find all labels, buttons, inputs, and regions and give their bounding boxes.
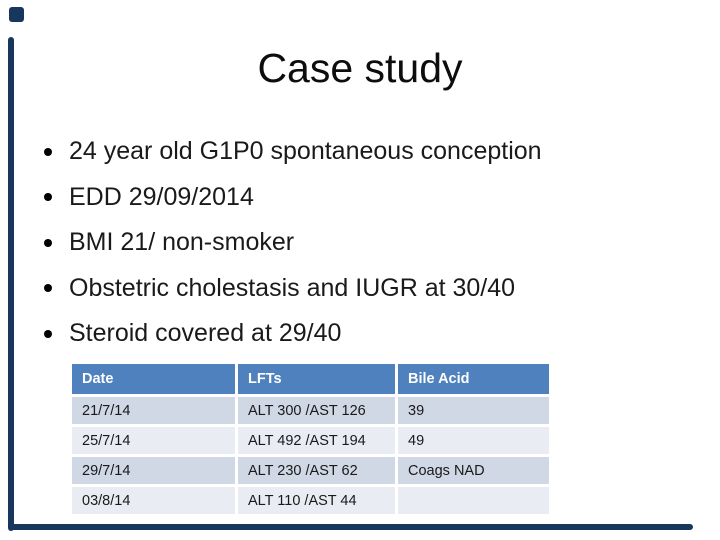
cell-date: 03/8/14 [69,484,238,517]
cell-bile-acid [395,484,552,517]
bullet-item: BMI 21/ non-smoker [44,220,684,266]
cell-lfts: ALT 300 /AST 126 [235,394,398,427]
bullet-item: Steroid covered at 29/40 [44,311,684,357]
left-border-accent [8,37,14,531]
cell-bile-acid: 39 [395,394,552,427]
cell-lfts: ALT 110 /AST 44 [235,484,398,517]
table-row: 25/7/14 ALT 492 /AST 194 49 [69,424,552,457]
table-row: 21/7/14 ALT 300 /AST 126 39 [69,394,552,427]
slide-title: Case study [257,45,463,91]
table-header-row: Date LFTs Bile Acid [69,361,552,397]
bullet-text: Obstetric cholestasis and IUGR at 30/40 [69,273,516,302]
cell-bile-acid: 49 [395,424,552,457]
header-cell-lfts: LFTs [235,361,398,397]
bullet-icon [44,284,52,293]
header-cell-date: Date [69,361,238,397]
bullet-text: 24 year old G1P0 spontaneous conception [69,137,542,166]
table-row: 03/8/14 ALT 110 /AST 44 [69,484,552,517]
cell-bile-acid: Coags NAD [395,454,552,487]
cell-date: 29/7/14 [69,454,238,487]
bullet-text: Steroid covered at 29/40 [69,319,342,348]
bullet-icon [44,238,52,247]
bullet-text: EDD 29/09/2014 [69,182,254,211]
bottom-border-accent [8,524,693,530]
bullet-text: BMI 21/ non-smoker [69,228,295,257]
cell-date: 25/7/14 [69,424,238,457]
bullet-list: 24 year old G1P0 spontaneous conception … [44,129,684,357]
bullet-item: Obstetric cholestasis and IUGR at 30/40 [44,266,684,312]
header-cell-bile-acid: Bile Acid [395,361,552,397]
table-row: 29/7/14 ALT 230 /AST 62 Coags NAD [69,454,552,487]
lft-results-table: Date LFTs Bile Acid 21/7/14 ALT 300 /AST… [69,361,552,517]
corner-accent-square [9,7,24,22]
bullet-icon [44,329,52,338]
bullet-icon [44,193,52,202]
cell-lfts: ALT 230 /AST 62 [235,454,398,487]
bullet-item: 24 year old G1P0 spontaneous conception [44,129,684,175]
bullet-icon [44,147,52,156]
bullet-item: EDD 29/09/2014 [44,175,684,221]
cell-date: 21/7/14 [69,394,238,427]
cell-lfts: ALT 492 /AST 194 [235,424,398,457]
